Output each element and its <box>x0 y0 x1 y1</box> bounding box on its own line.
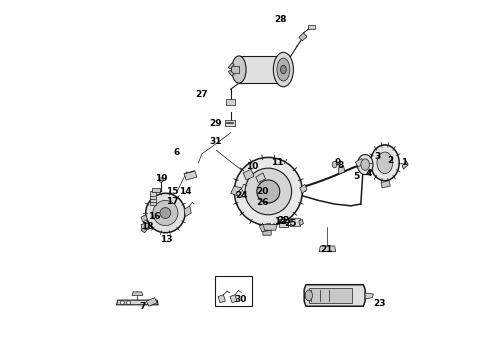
Bar <box>215 276 252 306</box>
Text: 8: 8 <box>338 161 344 170</box>
Bar <box>290 219 300 226</box>
Ellipse shape <box>305 290 313 301</box>
Polygon shape <box>256 173 266 183</box>
Text: 23: 23 <box>373 299 386 308</box>
Bar <box>226 99 235 105</box>
Polygon shape <box>355 158 364 167</box>
Polygon shape <box>365 293 373 299</box>
Ellipse shape <box>277 58 290 81</box>
Bar <box>309 288 352 303</box>
Bar <box>239 56 283 83</box>
Bar <box>150 192 156 205</box>
Polygon shape <box>230 295 237 303</box>
Polygon shape <box>300 184 307 193</box>
Ellipse shape <box>361 159 369 170</box>
Bar <box>309 25 315 30</box>
Text: 28: 28 <box>274 15 286 24</box>
Text: 14: 14 <box>179 187 192 196</box>
Bar <box>225 120 235 126</box>
Polygon shape <box>184 171 197 180</box>
Text: 7: 7 <box>140 302 146 311</box>
Polygon shape <box>381 181 390 188</box>
Ellipse shape <box>377 152 393 174</box>
Ellipse shape <box>280 65 286 74</box>
Text: 1: 1 <box>401 158 408 167</box>
Polygon shape <box>338 166 344 174</box>
Text: 21: 21 <box>320 246 333 255</box>
Ellipse shape <box>120 301 124 305</box>
Text: 4: 4 <box>366 169 372 178</box>
Ellipse shape <box>126 301 131 305</box>
Polygon shape <box>236 189 244 198</box>
Ellipse shape <box>357 154 373 175</box>
Polygon shape <box>402 161 408 169</box>
Polygon shape <box>231 66 239 73</box>
Text: 31: 31 <box>209 137 222 146</box>
Text: 3: 3 <box>374 152 381 161</box>
Ellipse shape <box>273 52 294 87</box>
Ellipse shape <box>234 157 302 226</box>
Ellipse shape <box>332 161 337 168</box>
Polygon shape <box>299 33 307 41</box>
Polygon shape <box>141 215 147 222</box>
Polygon shape <box>141 228 147 233</box>
Polygon shape <box>319 246 336 252</box>
Polygon shape <box>147 298 157 306</box>
Text: 10: 10 <box>246 162 258 171</box>
Bar <box>279 219 288 226</box>
Text: 20: 20 <box>256 187 269 196</box>
Text: 6: 6 <box>174 148 180 157</box>
Text: 27: 27 <box>195 90 208 99</box>
Polygon shape <box>299 220 303 225</box>
Ellipse shape <box>159 178 163 182</box>
Text: 12: 12 <box>274 217 286 226</box>
Ellipse shape <box>245 168 292 215</box>
Polygon shape <box>263 230 271 235</box>
Ellipse shape <box>257 180 280 203</box>
Ellipse shape <box>232 56 246 83</box>
Ellipse shape <box>370 145 399 181</box>
Text: 13: 13 <box>160 235 172 244</box>
Text: 9: 9 <box>334 158 341 167</box>
Text: 5: 5 <box>353 172 359 181</box>
Text: 2: 2 <box>387 157 393 166</box>
Text: 22: 22 <box>277 216 290 225</box>
Text: 11: 11 <box>271 158 284 167</box>
Bar <box>152 188 160 192</box>
Polygon shape <box>231 186 242 196</box>
Polygon shape <box>243 169 254 180</box>
Polygon shape <box>228 70 234 76</box>
Text: 17: 17 <box>166 197 179 206</box>
Text: 26: 26 <box>256 198 269 207</box>
Polygon shape <box>141 223 149 230</box>
Polygon shape <box>117 300 158 305</box>
Polygon shape <box>263 225 277 230</box>
Polygon shape <box>259 223 272 231</box>
Text: 25: 25 <box>285 219 297 228</box>
Text: 18: 18 <box>141 222 154 231</box>
Polygon shape <box>218 295 225 303</box>
Text: 30: 30 <box>235 294 247 303</box>
Polygon shape <box>184 206 191 217</box>
Text: 29: 29 <box>209 119 222 128</box>
Ellipse shape <box>160 208 171 219</box>
Polygon shape <box>304 285 365 306</box>
Polygon shape <box>132 292 143 296</box>
Text: 19: 19 <box>155 174 168 183</box>
Ellipse shape <box>153 201 178 226</box>
Ellipse shape <box>146 193 185 233</box>
Text: 16: 16 <box>148 212 161 221</box>
Text: 15: 15 <box>166 187 179 196</box>
Polygon shape <box>228 63 234 69</box>
Text: 24: 24 <box>235 190 248 199</box>
